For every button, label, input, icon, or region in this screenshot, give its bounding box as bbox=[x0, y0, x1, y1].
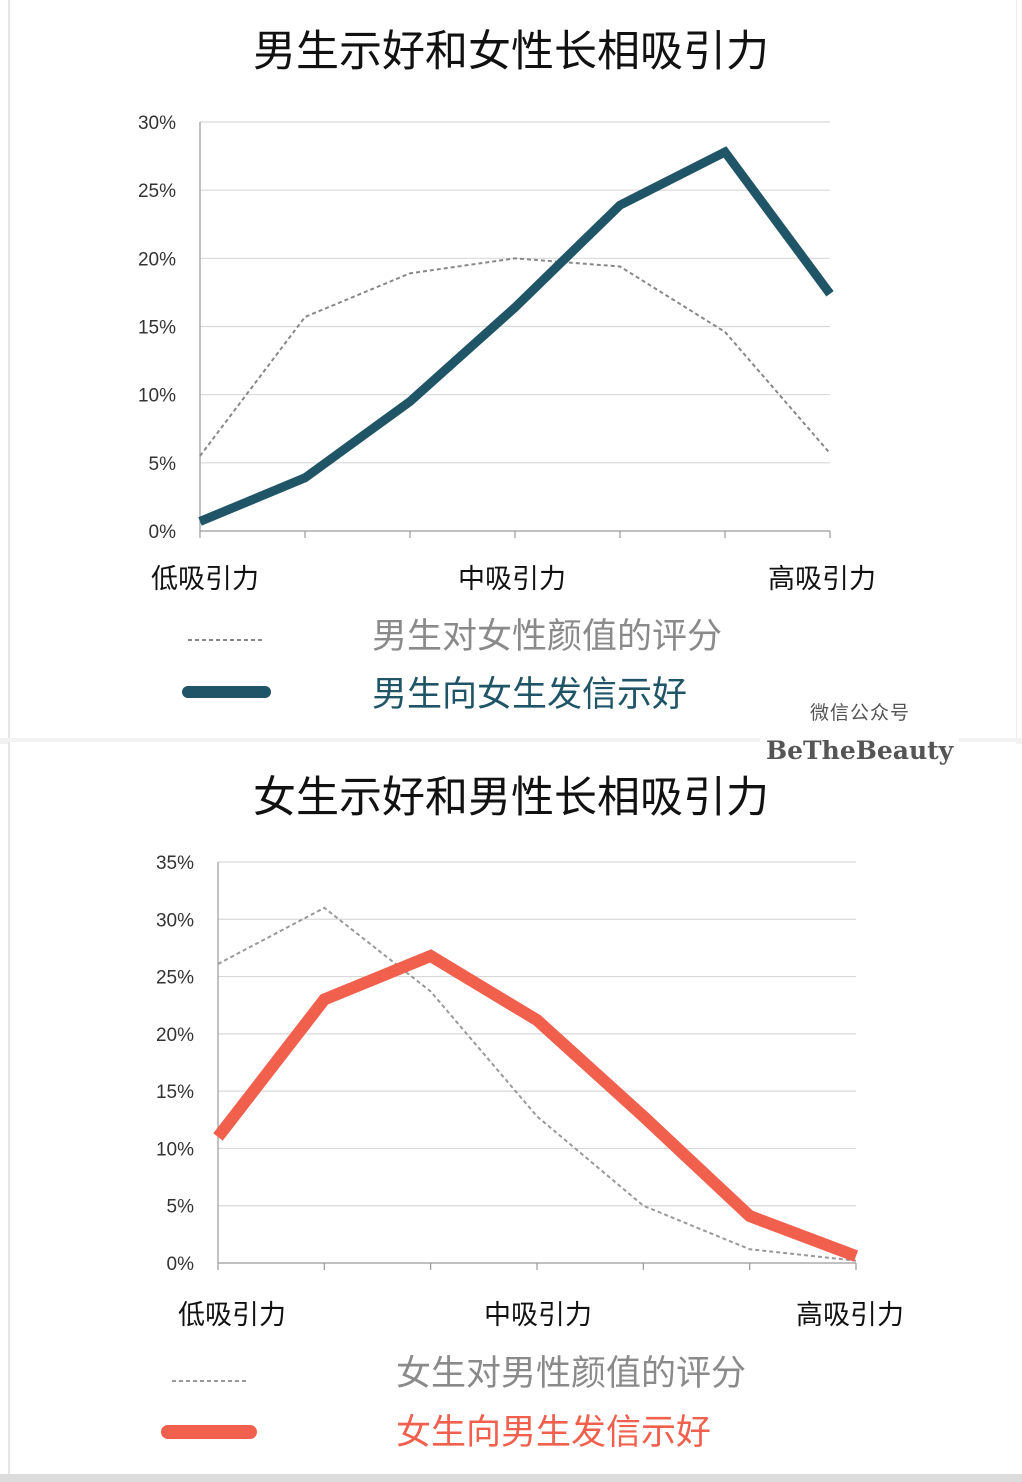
x-tick-label: 低吸引力 bbox=[178, 1300, 286, 1331]
chart-female-initiative: 女生示好和男性长相吸引力 0% 5% 10% 15% 20% 25% 30% 35% 低吸引力 中吸… bbox=[156, 773, 904, 1453]
watermark-wechat-label: 微信公众号 bbox=[810, 702, 911, 724]
chart-title: 女生示好和男性长相吸引力 bbox=[253, 773, 769, 823]
x-tick-label: 低吸引力 bbox=[151, 564, 259, 595]
y-tick-label: 35% bbox=[156, 853, 194, 874]
chart-title: 男生示好和女性长相吸引力 bbox=[253, 27, 769, 77]
x-tick-label: 中吸引力 bbox=[458, 564, 566, 595]
x-tick-label: 中吸引力 bbox=[484, 1300, 592, 1331]
y-tick-label: 10% bbox=[156, 1139, 194, 1160]
watermark-brand: BeTheBeauty bbox=[760, 734, 960, 767]
series-line-rating bbox=[217, 906, 857, 1262]
chart-panel-bottom bbox=[8, 742, 1016, 1474]
x-tick-label: 高吸引力 bbox=[768, 564, 876, 595]
legend-label: 女生对男性颜值的评分 bbox=[396, 1354, 746, 1394]
chart-panel-top bbox=[8, 0, 1017, 740]
y-tick-label: 15% bbox=[156, 1082, 194, 1103]
y-tick-label: 20% bbox=[138, 249, 176, 270]
y-tick-label: 25% bbox=[138, 181, 176, 202]
legend-label: 女生向男生发信示好 bbox=[396, 1413, 711, 1453]
y-tick-label: 15% bbox=[138, 318, 176, 339]
y-tick-label: 30% bbox=[156, 910, 194, 931]
y-tick-label: 5% bbox=[167, 1197, 195, 1218]
y-tick-label: 5% bbox=[149, 454, 177, 475]
chart-male-initiative: 男生示好和女性长相吸引力 0% 5% 10% 15% 20% 25% 30% 低吸引力 中吸引力 高… bbox=[138, 27, 876, 715]
series-line-rating bbox=[199, 257, 831, 457]
bottom-strip bbox=[0, 1474, 1022, 1482]
series-line-messages bbox=[213, 949, 859, 1262]
y-tick-label: 10% bbox=[138, 386, 176, 407]
legend-label: 男生对女性颜值的评分 bbox=[372, 617, 722, 657]
y-tick-label: 25% bbox=[156, 968, 194, 989]
y-tick-label: 0% bbox=[149, 522, 177, 543]
panel-divider bbox=[0, 738, 1022, 744]
y-tick-label: 30% bbox=[138, 113, 176, 134]
series-line-messages bbox=[198, 146, 834, 526]
x-tick-label: 高吸引力 bbox=[796, 1300, 904, 1331]
legend-label: 男生向女生发信示好 bbox=[372, 675, 687, 715]
y-tick-label: 0% bbox=[167, 1254, 195, 1275]
y-tick-label: 20% bbox=[156, 1025, 194, 1046]
